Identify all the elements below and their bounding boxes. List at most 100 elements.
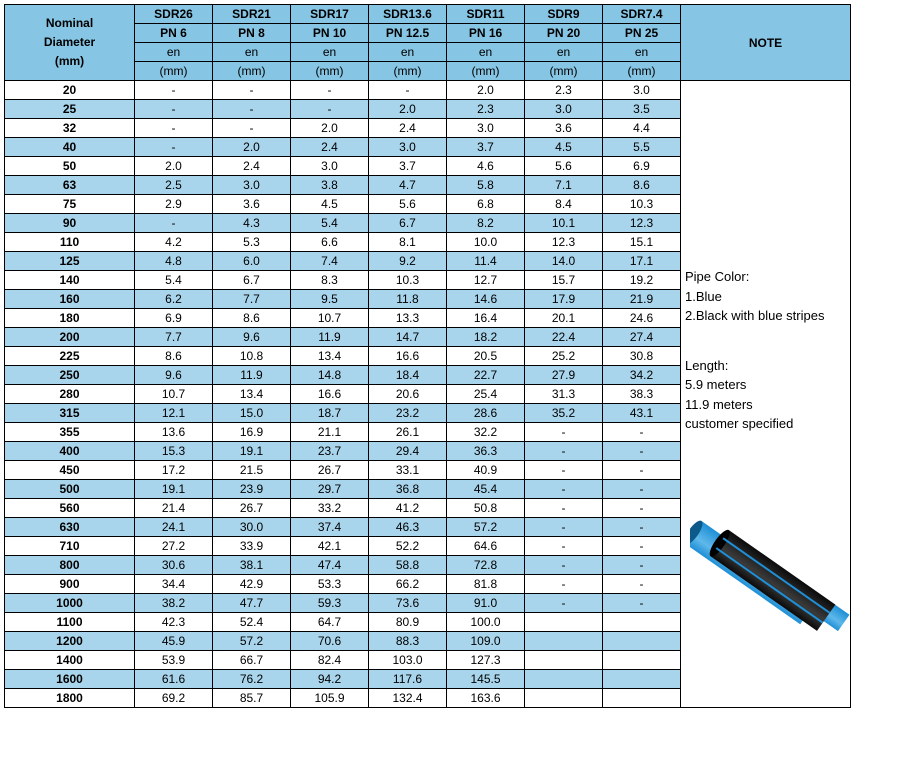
nominal-cell: 250 (5, 366, 135, 385)
value-cell: 19.1 (135, 480, 213, 499)
value-cell: 81.8 (447, 575, 525, 594)
sdr-header: SDR9 (525, 5, 603, 24)
value-cell: 2.0 (447, 81, 525, 100)
value-cell: 2.0 (291, 119, 369, 138)
value-cell: 34.2 (603, 366, 681, 385)
value-cell: - (369, 81, 447, 100)
value-cell: 10.7 (135, 385, 213, 404)
spec-table: NominalDiameter(mm)SDR26SDR21SDR17SDR13.… (4, 4, 851, 708)
value-cell: 85.7 (213, 689, 291, 708)
nominal-cell: 110 (5, 233, 135, 252)
nominal-cell: 1200 (5, 632, 135, 651)
value-cell: 29.4 (369, 442, 447, 461)
value-cell: 64.7 (291, 613, 369, 632)
nominal-cell: 140 (5, 271, 135, 290)
value-cell: 19.1 (213, 442, 291, 461)
value-cell: 15.0 (213, 404, 291, 423)
value-cell: 5.6 (525, 157, 603, 176)
en-header: en (135, 43, 213, 62)
value-cell: 8.6 (213, 309, 291, 328)
value-cell: 5.8 (447, 176, 525, 195)
value-cell: 6.7 (369, 214, 447, 233)
value-cell: 21.9 (603, 290, 681, 309)
value-cell: 64.6 (447, 537, 525, 556)
value-cell: 27.4 (603, 328, 681, 347)
value-cell: 52.4 (213, 613, 291, 632)
en-header: en (525, 43, 603, 62)
value-cell: 50.8 (447, 499, 525, 518)
value-cell: 72.8 (447, 556, 525, 575)
value-cell: 16.6 (369, 347, 447, 366)
nominal-diameter-header: NominalDiameter(mm) (5, 5, 135, 81)
value-cell: 5.3 (213, 233, 291, 252)
unit-header: (mm) (291, 62, 369, 81)
value-cell: 3.0 (291, 157, 369, 176)
value-cell: 13.4 (291, 347, 369, 366)
value-cell: 10.8 (213, 347, 291, 366)
value-cell: 27.2 (135, 537, 213, 556)
value-cell: - (603, 575, 681, 594)
value-cell: 6.0 (213, 252, 291, 271)
value-cell: 21.1 (291, 423, 369, 442)
value-cell: 25.4 (447, 385, 525, 404)
nominal-cell: 50 (5, 157, 135, 176)
value-cell: 31.3 (525, 385, 603, 404)
value-cell: 42.1 (291, 537, 369, 556)
value-cell: 8.2 (447, 214, 525, 233)
value-cell: 28.6 (447, 404, 525, 423)
value-cell: - (603, 461, 681, 480)
value-cell: 80.9 (369, 613, 447, 632)
value-cell: - (603, 518, 681, 537)
value-cell: 3.0 (213, 176, 291, 195)
value-cell: 22.4 (525, 328, 603, 347)
value-cell: 61.6 (135, 670, 213, 689)
value-cell: 20.6 (369, 385, 447, 404)
value-cell: 59.3 (291, 594, 369, 613)
value-cell: 105.9 (291, 689, 369, 708)
value-cell: 4.8 (135, 252, 213, 271)
value-cell: 82.4 (291, 651, 369, 670)
value-cell: 23.7 (291, 442, 369, 461)
value-cell: 43.1 (603, 404, 681, 423)
value-cell: 8.3 (291, 271, 369, 290)
value-cell: - (603, 594, 681, 613)
value-cell: 14.7 (369, 328, 447, 347)
value-cell: 10.3 (603, 195, 681, 214)
value-cell: 16.4 (447, 309, 525, 328)
value-cell: 3.0 (525, 100, 603, 119)
nominal-cell: 560 (5, 499, 135, 518)
value-cell: 5.5 (603, 138, 681, 157)
value-cell: 26.7 (213, 499, 291, 518)
value-cell: 6.9 (603, 157, 681, 176)
value-cell: 13.3 (369, 309, 447, 328)
value-cell: 69.2 (135, 689, 213, 708)
value-cell: 16.9 (213, 423, 291, 442)
value-cell: 36.3 (447, 442, 525, 461)
value-cell: 3.7 (447, 138, 525, 157)
value-cell: 11.9 (291, 328, 369, 347)
value-cell: 76.2 (213, 670, 291, 689)
value-cell: 34.4 (135, 575, 213, 594)
value-cell: 4.7 (369, 176, 447, 195)
value-cell: 73.6 (369, 594, 447, 613)
value-cell: 52.2 (369, 537, 447, 556)
value-cell: 103.0 (369, 651, 447, 670)
value-cell: 53.3 (291, 575, 369, 594)
value-cell: 30.0 (213, 518, 291, 537)
value-cell: 20.5 (447, 347, 525, 366)
value-cell: 30.8 (603, 347, 681, 366)
value-cell: 15.3 (135, 442, 213, 461)
nominal-cell: 400 (5, 442, 135, 461)
value-cell: 91.0 (447, 594, 525, 613)
value-cell: 4.2 (135, 233, 213, 252)
nominal-cell: 32 (5, 119, 135, 138)
value-cell: - (603, 480, 681, 499)
value-cell: 127.3 (447, 651, 525, 670)
nominal-cell: 800 (5, 556, 135, 575)
en-header: en (291, 43, 369, 62)
value-cell: - (603, 556, 681, 575)
value-cell: 12.3 (525, 233, 603, 252)
value-cell: 35.2 (525, 404, 603, 423)
value-cell: 9.6 (135, 366, 213, 385)
value-cell: 32.2 (447, 423, 525, 442)
